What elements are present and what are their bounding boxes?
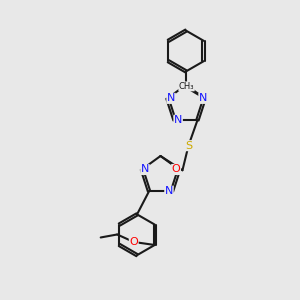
Text: N: N	[199, 93, 207, 103]
Text: S: S	[185, 141, 192, 151]
Text: N: N	[165, 186, 173, 196]
Text: CH₃: CH₃	[179, 82, 194, 91]
Text: O: O	[129, 237, 138, 247]
Text: O: O	[172, 164, 180, 175]
Text: N: N	[167, 93, 175, 103]
Text: N: N	[174, 115, 182, 125]
Text: N: N	[141, 164, 149, 175]
